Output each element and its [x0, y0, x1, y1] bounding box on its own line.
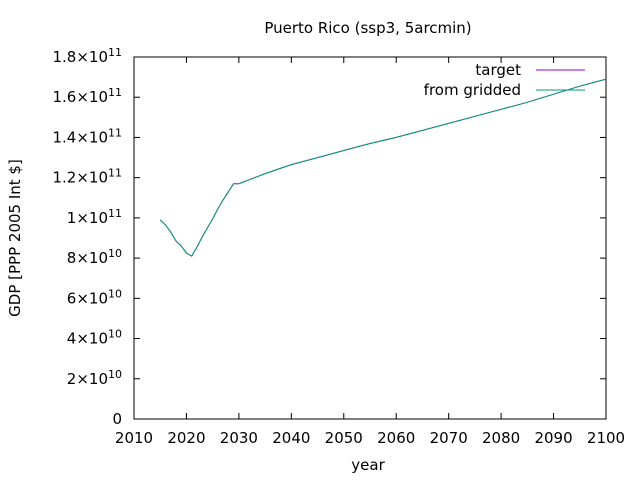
x-tick-label: 2030 — [220, 429, 258, 447]
series-lines — [159, 78, 607, 257]
y-tick-label: 4×1010 — [67, 328, 122, 348]
legend: target from gridded — [424, 61, 585, 99]
y-tick-label: 1.2×1011 — [52, 167, 122, 187]
y-tick-label: 1.6×1011 — [52, 86, 122, 106]
y-tick-mantissa: 1.8×10 — [52, 48, 108, 66]
x-axis-label: year — [351, 456, 385, 474]
x-tick-label: 2040 — [272, 429, 310, 447]
y-tick-exponent: 11 — [108, 86, 122, 99]
y-tick-exponent: 11 — [108, 167, 122, 180]
y-tick-mantissa: 1×10 — [67, 209, 108, 227]
x-tick-label: 2010 — [115, 429, 153, 447]
y-tick-label: 2×1010 — [67, 368, 122, 388]
x-tick-label: 2080 — [482, 429, 520, 447]
chart-title: Puerto Rico (ssp3, 5arcmin) — [264, 19, 471, 37]
y-tick-label: 6×1010 — [67, 287, 122, 307]
y-tick-mantissa: 1.6×10 — [52, 88, 108, 106]
y-tick-mantissa: 6×10 — [67, 289, 108, 307]
series-line-from-gridded — [159, 78, 607, 257]
y-tick-mantissa: 8×10 — [67, 249, 108, 267]
y-tick-exponent: 11 — [108, 126, 122, 139]
y-axis-label: GDP [PPP 2005 Int $] — [6, 159, 24, 317]
x-tick-label: 2020 — [167, 429, 205, 447]
legend-label: from gridded — [424, 81, 521, 99]
series-line-target — [159, 78, 607, 257]
x-tick-label: 2090 — [534, 429, 572, 447]
plot-frame — [133, 56, 607, 420]
x-tick-label: 2070 — [430, 429, 468, 447]
legend-label: target — [475, 61, 521, 79]
y-tick-exponent: 11 — [108, 46, 122, 59]
x-tick-label: 2060 — [377, 429, 415, 447]
tick-labels: 2010 2020 2030 2040 2050 2060 2070 2080 2090 2100… — [52, 46, 625, 447]
y-tick-exponent: 10 — [108, 287, 122, 300]
y-tick-mantissa: 1.4×10 — [52, 128, 108, 146]
y-tick-label: 0 — [112, 410, 122, 428]
x-tick-label: 2100 — [587, 429, 625, 447]
y-tick-label: 1×1011 — [67, 207, 122, 227]
y-tick-mantissa: 0 — [112, 410, 122, 428]
y-tick-label: 1.4×1011 — [52, 126, 122, 146]
y-tick-exponent: 10 — [108, 328, 122, 341]
y-tick-exponent: 10 — [108, 247, 122, 260]
y-tick-label: 1.8×1011 — [52, 46, 122, 66]
x-tick-label: 2050 — [325, 429, 363, 447]
y-tick-label: 8×1010 — [67, 247, 122, 267]
y-tick-mantissa: 4×10 — [67, 330, 108, 348]
y-tick-mantissa: 2×10 — [67, 370, 108, 388]
y-tick-exponent: 10 — [108, 368, 122, 381]
y-tick-exponent: 11 — [108, 207, 122, 220]
axis-ticks — [133, 56, 607, 420]
y-tick-mantissa: 1.2×10 — [52, 169, 108, 187]
